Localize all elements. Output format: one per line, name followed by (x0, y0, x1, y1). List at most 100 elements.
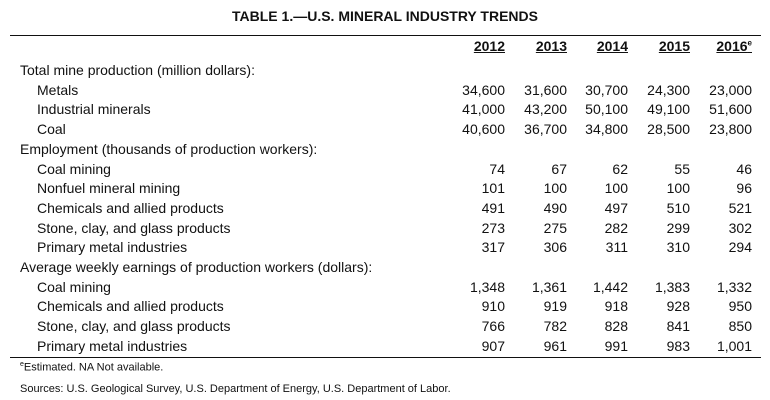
column-header-2014: 2014 (568, 38, 628, 54)
column-header-text: 2014 (596, 38, 628, 54)
cell-2014: 34,800 (585, 121, 628, 138)
column-header-text: 2016 (716, 38, 748, 54)
row-label: Coal mining (37, 160, 111, 177)
footnote-sources: Sources: U.S. Geological Survey, U.S. De… (20, 383, 451, 395)
cell-2016: 23,000 (709, 81, 752, 98)
column-header-text: 2015 (658, 38, 690, 54)
row-label: Total mine production (million dollars): (20, 62, 255, 78)
cell-2012: 273 (481, 219, 505, 236)
cell-2014: 828 (604, 318, 628, 335)
cell-2015: 928 (666, 298, 690, 315)
section-header-row: Employment (thousands of production work… (0, 141, 770, 161)
cell-2015: 983 (666, 337, 690, 354)
cell-2014: 311 (605, 239, 628, 256)
cell-2015: 841 (666, 318, 690, 335)
cell-2013: 1,361 (531, 278, 567, 295)
cell-2015: 310 (666, 239, 690, 256)
cell-2012: 101 (481, 180, 505, 197)
column-header-text: 2012 (473, 38, 505, 54)
cell-2013: 306 (543, 239, 567, 256)
cell-2012: 766 (481, 318, 505, 335)
estimate-mark: e (747, 38, 752, 48)
table-title: TABLE 1.—U.S. MINERAL INDUSTRY TRENDS (232, 8, 538, 24)
cell-2015: 510 (666, 199, 690, 216)
cell-2016: 294 (728, 239, 752, 256)
table-row: Primary metal industries 317 306 311 310 294 (0, 239, 770, 259)
cell-2014: 497 (604, 199, 628, 216)
column-header-2012: 2012 (445, 38, 505, 54)
cell-2012: 40,600 (462, 121, 505, 138)
cell-2015: 49,100 (647, 101, 690, 118)
cell-2015: 28,500 (647, 121, 690, 138)
cell-2015: 24,300 (647, 81, 690, 98)
cell-2016: 96 (736, 180, 752, 197)
cell-2016: 51,600 (709, 101, 752, 118)
table-row: Coal mining 74 67 62 55 46 (0, 161, 770, 181)
bottom-rule (10, 357, 761, 358)
cell-2014: 62 (612, 160, 628, 177)
cell-2013: 782 (543, 318, 567, 335)
table-row: Metals 34,600 31,600 30,700 24,300 23,000 (0, 82, 770, 102)
table-row: Industrial minerals 41,000 43,200 50,100 49,… (0, 101, 770, 121)
table-row: Coal 40,600 36,700 34,800 28,500 23,800 (0, 121, 770, 141)
cell-2013: 31,600 (524, 81, 567, 98)
cell-2016: 850 (728, 318, 752, 335)
row-label: Employment (thousands of production work… (20, 140, 318, 157)
column-header-2013: 2013 (507, 38, 567, 54)
cell-2014: 50,100 (585, 101, 628, 118)
cell-2015: 55 (674, 160, 690, 177)
cell-2012: 34,600 (462, 81, 505, 98)
cell-2016: 521 (728, 199, 752, 216)
cell-2013: 67 (551, 160, 567, 177)
cell-2013: 961 (543, 337, 567, 354)
cell-2014: 991 (604, 337, 628, 354)
cell-2016: 23,800 (709, 121, 752, 138)
table-row: Coal mining 1,348 1,361 1,442 1,383 1,332 (0, 279, 770, 299)
row-label: Stone, clay, and glass products (37, 318, 231, 335)
cell-2016: 1,001 (716, 337, 752, 354)
cell-2013: 919 (543, 298, 567, 315)
cell-2015: 1,383 (654, 278, 690, 295)
cell-2013: 36,700 (524, 121, 567, 138)
row-label: Metals (37, 81, 79, 98)
cell-2016: 46 (736, 160, 752, 177)
footnote-mark: e (20, 361, 24, 368)
row-label: Primary metal industries (37, 337, 188, 354)
cell-2014: 918 (604, 298, 628, 315)
table-row: Stone, clay, and glass products 273 275 282… (0, 220, 770, 240)
table-row: Stone, clay, and glass products 766 782 828… (0, 318, 770, 338)
column-header-2016: 2016e (692, 38, 752, 54)
row-label: Industrial minerals (37, 101, 151, 118)
table-row: Chemicals and allied products 491 490 497 51… (0, 200, 770, 220)
cell-2012: 907 (481, 337, 505, 354)
footnote-estimated-text: Estimated. NA Not available. (23, 361, 164, 374)
cell-2014: 30,700 (585, 81, 628, 98)
cell-2013: 100 (543, 180, 567, 197)
row-label: Primary metal industries (37, 239, 188, 256)
row-label: Chemicals and allied products (37, 199, 224, 216)
row-label: Nonfuel mineral mining (37, 180, 181, 197)
column-header-2015: 2015 (630, 38, 690, 54)
cell-2016: 950 (728, 298, 752, 315)
cell-2013: 490 (543, 199, 567, 216)
cell-2016: 1,332 (716, 278, 752, 295)
row-label: Stone, clay, and glass products (37, 219, 231, 236)
row-label: Coal (37, 121, 66, 138)
cell-2013: 43,200 (524, 101, 567, 118)
cell-2014: 282 (604, 219, 628, 236)
cell-2013: 275 (543, 219, 567, 236)
top-rule (10, 35, 761, 36)
row-label: Chemicals and allied products (37, 298, 224, 315)
cell-2012: 41,000 (462, 101, 505, 118)
cell-2014: 1,442 (592, 278, 628, 295)
cell-2015: 299 (666, 219, 690, 236)
cell-2012: 910 (481, 298, 505, 315)
table-row: Chemicals and allied products 910 919 918 92… (0, 298, 770, 318)
row-label: Average weekly earnings of production wo… (20, 259, 373, 275)
section-header-row: Total mine production (million dollars): (0, 62, 770, 82)
cell-2015: 100 (666, 180, 690, 197)
column-header-text: 2013 (535, 38, 567, 54)
table-row: Primary metal industries 907 961 991 983 1,00… (0, 338, 770, 358)
cell-2016: 302 (728, 219, 752, 236)
